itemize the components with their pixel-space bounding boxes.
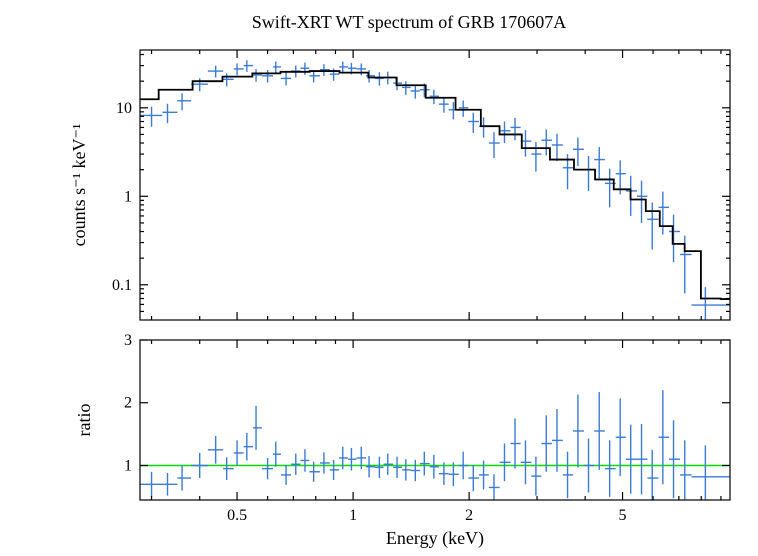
svg-text:Energy (keV): Energy (keV) xyxy=(386,528,484,549)
svg-text:counts s⁻¹ keV⁻¹: counts s⁻¹ keV⁻¹ xyxy=(69,124,89,247)
svg-text:ratio: ratio xyxy=(74,404,94,437)
svg-text:10: 10 xyxy=(116,100,132,117)
svg-text:1: 1 xyxy=(124,457,132,474)
svg-text:1: 1 xyxy=(349,507,357,524)
svg-text:2: 2 xyxy=(124,395,132,412)
chart-svg: Swift-XRT WT spectrum of GRB 170607A 0.1 1… xyxy=(0,0,758,556)
svg-text:5: 5 xyxy=(619,507,627,524)
svg-text:Swift-XRT WT spectrum of GRB 1: Swift-XRT WT spectrum of GRB 170607A xyxy=(252,12,566,32)
svg-text:2: 2 xyxy=(465,507,473,524)
svg-text:3: 3 xyxy=(124,332,132,349)
spectrum-figure: Swift-XRT WT spectrum of GRB 170607A 0.1 1… xyxy=(0,0,758,556)
svg-text:0.5: 0.5 xyxy=(227,507,247,524)
svg-text:1: 1 xyxy=(124,188,132,205)
svg-text:0.1: 0.1 xyxy=(112,277,132,294)
